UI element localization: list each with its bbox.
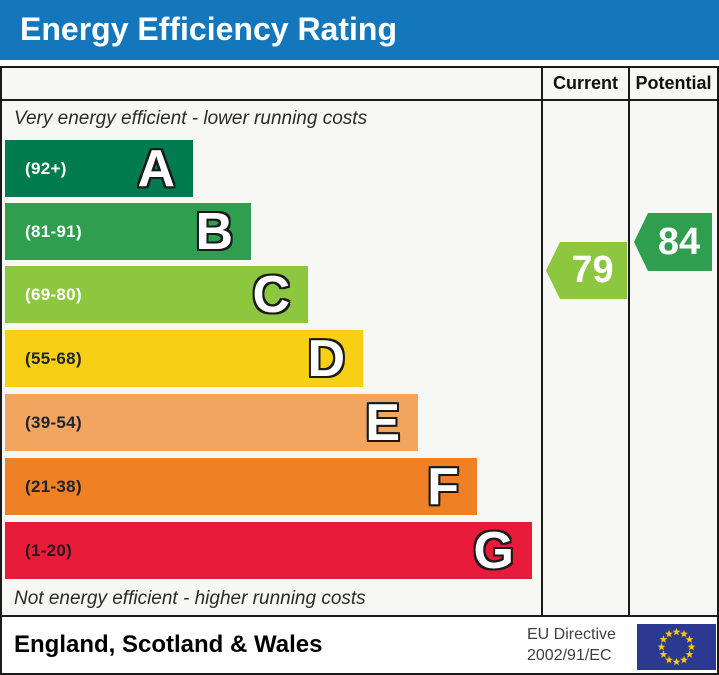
band-c-letter: C — [252, 265, 290, 324]
header-divider — [2, 99, 717, 101]
footer — [0, 615, 719, 675]
eu-directive-line1: EU Directive — [527, 626, 616, 643]
band-a-letter: A — [137, 139, 175, 198]
band-c-range-label: (69-80) — [25, 284, 82, 304]
band-b-letter: B — [195, 202, 233, 261]
region-label: England, Scotland & Wales — [14, 631, 323, 658]
band-g: (1-20) G — [5, 522, 532, 579]
caption-very-efficient: Very energy efficient - lower running co… — [14, 108, 368, 129]
potential-rating-arrow: 84 — [634, 213, 712, 271]
band-d: (55-68) D — [5, 330, 363, 387]
band-g-range-label: (1-20) — [25, 540, 73, 560]
band-a-range-label: (92+) — [25, 158, 67, 178]
band-e-range-label: (39-54) — [25, 412, 82, 432]
potential-column-divider — [628, 68, 630, 615]
band-b: (81-91) B — [5, 203, 251, 260]
current-column-divider — [541, 68, 543, 615]
current-rating-value: 79 — [571, 249, 614, 291]
page-title: Energy Efficiency Rating — [20, 11, 397, 47]
band-e-letter: E — [365, 393, 400, 452]
band-d-range-label: (55-68) — [25, 348, 82, 368]
eu-directive-text: EU Directive 2002/91/EC — [527, 624, 616, 666]
title-bar: Energy Efficiency Rating — [0, 0, 719, 60]
potential-rating-value: 84 — [657, 220, 701, 263]
band-f: (21-38) F — [5, 458, 477, 515]
band-f-letter: F — [427, 457, 459, 516]
band-f-range-label: (21-38) — [25, 476, 82, 496]
eu-directive-line2: 2002/91/EC — [527, 647, 612, 664]
band-g-letter: G — [473, 521, 514, 580]
band-d-letter: D — [307, 329, 345, 388]
potential-column-header: Potential — [635, 73, 712, 93]
band-a: (92+) A — [5, 140, 193, 197]
current-column-header: Current — [552, 73, 618, 93]
eu-flag-icon — [637, 624, 716, 670]
caption-not-efficient: Not energy efficient - higher running co… — [14, 588, 366, 609]
band-c: (69-80) C — [5, 266, 308, 323]
current-rating-arrow: 79 — [546, 242, 627, 299]
band-e: (39-54) E — [5, 394, 418, 451]
band-b-range-label: (81-91) — [25, 221, 82, 241]
